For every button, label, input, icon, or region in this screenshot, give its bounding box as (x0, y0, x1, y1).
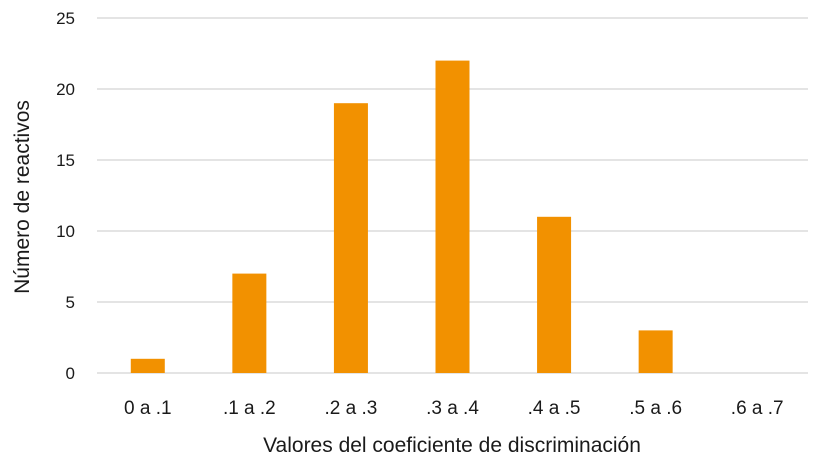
x-tick-label: .3 a .4 (426, 398, 479, 419)
x-tick-label: .2 a .3 (325, 398, 378, 419)
y-axis-ticks: 0 5 10 15 20 25 (56, 9, 75, 383)
y-axis-title: Número de reactivos (11, 100, 34, 294)
y-tick-label: 10 (56, 222, 75, 241)
y-tick-label: 25 (56, 9, 75, 28)
x-axis-title: Valores del coeficiente de discriminació… (263, 434, 641, 457)
y-tick-label: 20 (56, 80, 75, 99)
bar-5 (537, 216, 572, 373)
bar-1 (130, 358, 165, 373)
x-tick-label: .4 a .5 (528, 398, 581, 419)
x-tick-label: .5 a .6 (629, 398, 682, 419)
y-tick-label: 5 (66, 293, 75, 312)
y-tick-label: 15 (56, 151, 75, 170)
x-axis-ticks: 0 a .1 .1 a .2 .2 a .3 .3 a .4 .4 a .5 .5 a .… (124, 398, 784, 419)
x-tick-label: 0 a .1 (124, 398, 172, 419)
bar-6 (638, 330, 673, 373)
y-tick-label: 0 (66, 364, 75, 383)
x-tick-label: .1 a .2 (223, 398, 276, 419)
bar-4 (435, 60, 470, 373)
bar-3 (333, 103, 368, 373)
bars (130, 60, 673, 373)
bar-2 (232, 273, 267, 373)
x-tick-label: .6 a .7 (731, 398, 784, 419)
